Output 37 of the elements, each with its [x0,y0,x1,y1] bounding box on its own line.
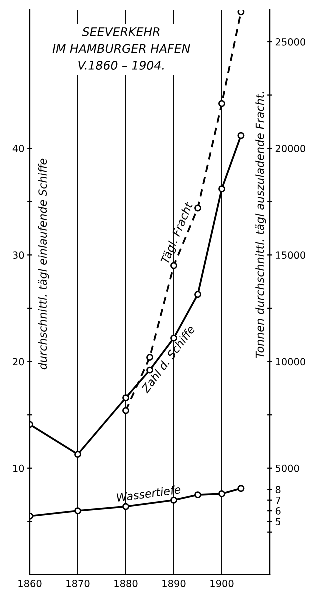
point [74,508,82,515]
point [238,10,245,16]
point [74,451,82,458]
point [218,100,226,108]
y3-tick-label: 8 [276,486,281,494]
y3-tick-label: 6 [276,508,281,515]
y-axis-title: durchschnittl. tägl einlaufende Schiffe [38,158,50,370]
y-tick-label: 40 [12,145,24,152]
y3-tick-label: 5 [276,518,281,526]
x-tick-label: 1900 [210,580,234,588]
x-tick-label: 1890 [162,580,186,588]
point [122,394,130,402]
y2-tick-label: 20000 [276,145,306,152]
x-tick-label: 1870 [66,580,90,588]
point [218,490,226,498]
y2-axis-title: Tonnen durchschnittl. tägl auszuladende Fracht. [256,92,266,358]
point [194,204,202,212]
x-tick-label: 1860 [18,580,42,588]
point [238,485,245,492]
text: Wassertiefe [116,485,182,502]
point [238,132,245,140]
y2-tick-label: 15000 [276,252,306,260]
y3-tick-label: 7 [276,496,281,504]
text: SEEVERKEHR IM HAMBURGER HAFEN V.1860 – 1904. [52,27,190,70]
y2-tick-label: 25000 [276,38,306,46]
point [146,354,154,361]
y2-tick-label: 5000 [276,464,300,472]
x-tick-label: 1880 [114,580,138,588]
point [194,291,202,298]
y-tick-label: 20 [13,358,24,366]
point [194,492,202,499]
y2-tick-label: 10000 [276,358,306,366]
point [122,407,130,414]
y-tick-label: 30 [13,252,24,260]
point [122,503,130,510]
y-tick-label: 10 [13,464,24,472]
point [218,186,226,193]
